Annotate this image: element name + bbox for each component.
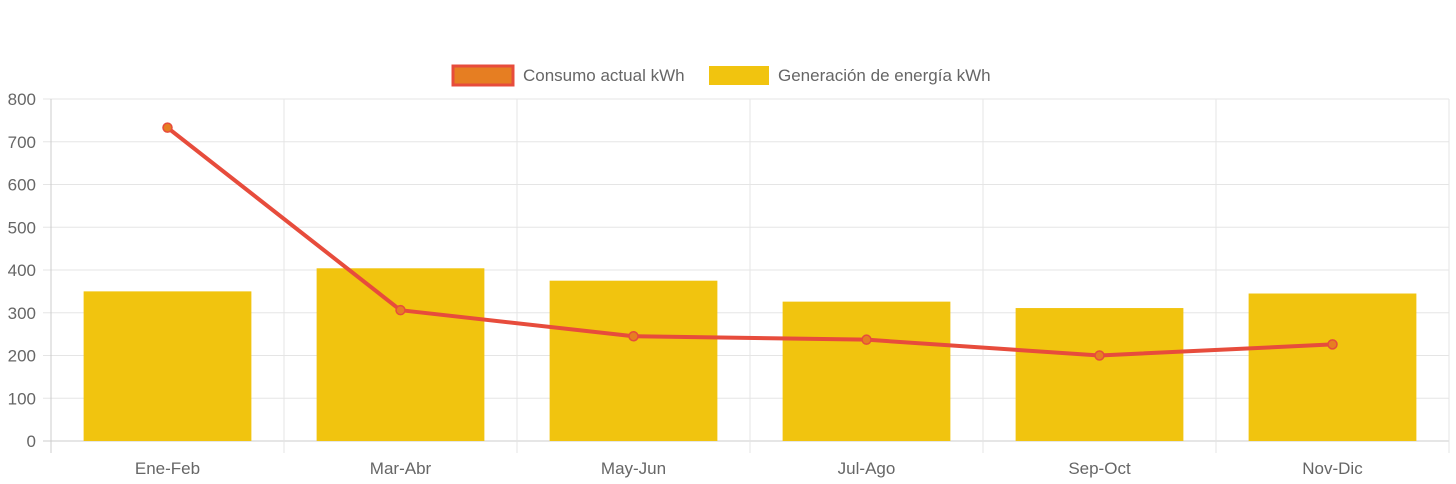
y-tick-label: 500: [8, 218, 36, 237]
line-series-consumo: [162, 122, 1338, 361]
bar-mar-abr: [316, 268, 485, 441]
y-tick-label: 200: [8, 347, 36, 366]
point-sep-oct: [1094, 350, 1105, 361]
legend-item-generacion[interactable]: Generación de energía kWh: [709, 66, 991, 85]
legend-swatch-generacion: [709, 66, 769, 85]
legend: Consumo actual kWh Generación de energía…: [451, 64, 991, 87]
point-mar-abr: [395, 304, 406, 316]
point-jul-ago: [861, 334, 872, 345]
legend-label-consumo: Consumo actual kWh: [523, 66, 685, 85]
x-tick-label: Sep-Oct: [1068, 459, 1131, 478]
point-nov-dic: [1327, 339, 1338, 350]
point-may-jun: [628, 331, 639, 342]
x-tick-label: Nov-Dic: [1302, 459, 1363, 478]
y-tick-label: 300: [8, 304, 36, 323]
gridlines: [43, 98, 1450, 453]
bar-may-jun: [549, 280, 718, 441]
x-axis: Ene-Feb Mar-Abr May-Jun Jul-Ago Sep-Oct Nov-D…: [135, 459, 1363, 478]
y-tick-label: 100: [8, 389, 36, 408]
y-tick-label: 800: [8, 90, 36, 109]
y-tick-label: 700: [8, 133, 36, 152]
consumo-line: [166, 126, 1333, 358]
point-ene-feb: [162, 122, 173, 133]
y-tick-label: 400: [8, 261, 36, 280]
x-tick-label: May-Jun: [601, 459, 666, 478]
legend-swatch-consumo: [451, 64, 515, 87]
bar-sep-oct: [1015, 308, 1184, 441]
legend-label-generacion: Generación de energía kWh: [778, 66, 991, 85]
y-tick-label: 600: [8, 176, 36, 195]
bar-ene-feb: [83, 291, 252, 441]
y-tick-label: 0: [27, 432, 36, 451]
x-tick-label: Ene-Feb: [135, 459, 200, 478]
x-tick-label: Jul-Ago: [838, 459, 896, 478]
bar-series-generacion: [83, 268, 1417, 441]
bar-jul-ago: [782, 301, 951, 441]
x-tick-label: Mar-Abr: [370, 459, 432, 478]
bar-nov-dic: [1248, 293, 1417, 441]
legend-item-consumo[interactable]: Consumo actual kWh: [451, 64, 685, 87]
y-axis: 0 100 200 300 400 500 600 700 800: [8, 90, 36, 451]
